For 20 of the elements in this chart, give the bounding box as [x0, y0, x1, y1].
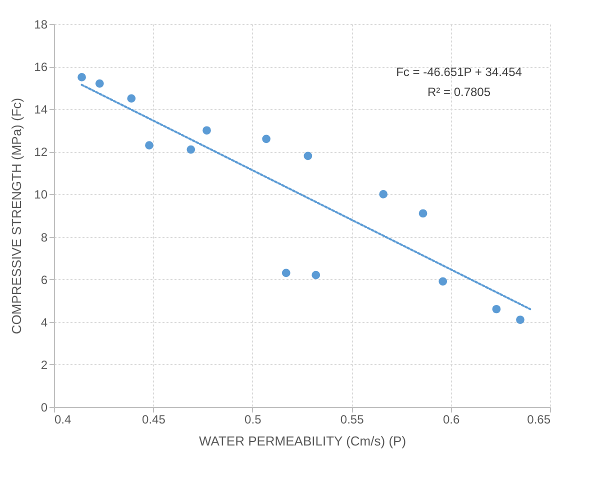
- y-tick-label: 14: [34, 102, 48, 117]
- x-axis-title: WATER PERMEABILITY (Cm/s) (P): [198, 434, 406, 448]
- y-tick-label: 0: [40, 400, 48, 414]
- y-tick-label: 12: [34, 145, 48, 160]
- y-tick-label: 10: [34, 188, 48, 202]
- y-tick-label: 4: [40, 315, 48, 330]
- y-tick-label: 16: [34, 60, 48, 74]
- x-tick-label: 0.4: [54, 412, 72, 426]
- annotation: R² = 0.7805: [427, 85, 491, 99]
- annotation: Fc = -46.651P + 34.454: [396, 65, 522, 79]
- x-tick-label: 0.6: [442, 412, 460, 426]
- y-tick-label: 8: [40, 230, 48, 244]
- y-tick-label: 6: [40, 272, 48, 287]
- x-tick-label: 0.5: [244, 412, 262, 426]
- y-tick-label: 2: [40, 358, 48, 372]
- x-tick-label: 0.45: [142, 412, 166, 426]
- x-tick-label: 0.55: [340, 412, 364, 426]
- y-tick-label: 18: [34, 18, 48, 32]
- x-tick-label: 0.65: [527, 412, 551, 426]
- y-axis-title: COMPRESSIVE STRENGTH (MPa) (Fc): [9, 98, 24, 334]
